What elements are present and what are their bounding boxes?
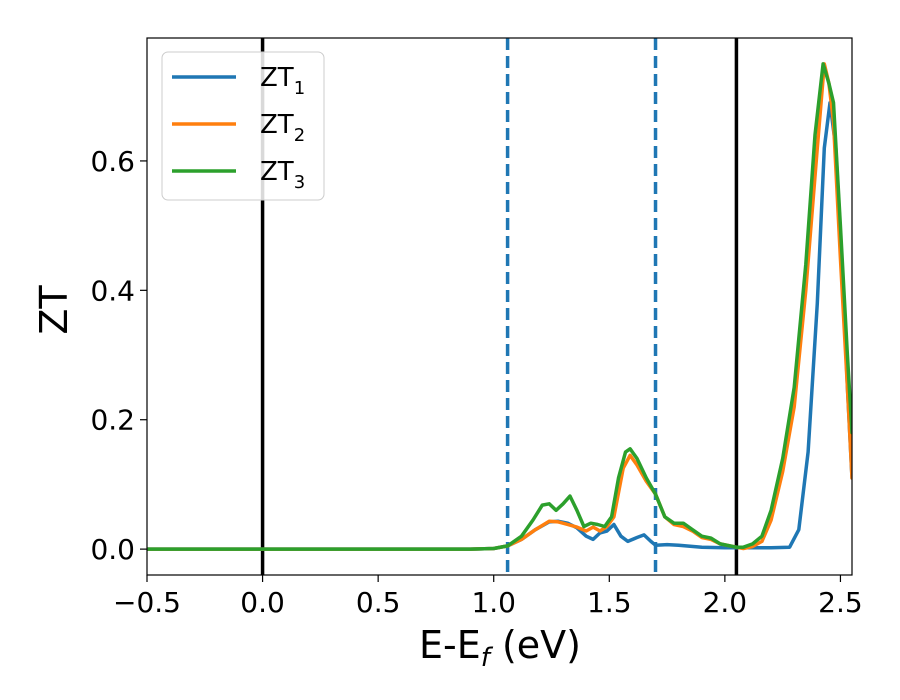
x-tick-label: 1.0 (471, 586, 516, 619)
y-axis: 0.0 0.2 0.4 0.6 (90, 145, 147, 566)
plot-content (147, 38, 852, 575)
x-axis-title: E-Ef (eV) (419, 623, 581, 673)
y-tick-label: 0.2 (90, 404, 135, 437)
x-tick-label: −0.5 (113, 586, 181, 619)
legend-label-zt1: ZT1 (260, 63, 305, 99)
x-tick-label: 0.0 (240, 586, 285, 619)
series-line-zt3 (147, 62, 852, 551)
legend-label-zt2: ZT2 (260, 110, 305, 146)
legend-label-zt3: ZT3 (260, 157, 305, 193)
x-tick-label: 2.0 (703, 586, 748, 619)
y-tick-label: 0.0 (90, 533, 135, 566)
y-tick-label: 0.6 (90, 145, 135, 178)
y-tick-label: 0.4 (90, 274, 135, 307)
y-axis-title: ZT (32, 285, 76, 335)
legend: ZT1 ZT2 ZT3 (161, 51, 325, 201)
x-tick-label: 1.5 (587, 586, 632, 619)
legend-box (161, 51, 325, 201)
x-axis: −0.5 0.0 0.5 1.0 1.5 2.0 2.5 (113, 575, 863, 619)
plot-frame (146, 37, 853, 576)
x-tick-label: 0.5 (356, 586, 401, 619)
x-tick-label: 2.5 (818, 586, 863, 619)
